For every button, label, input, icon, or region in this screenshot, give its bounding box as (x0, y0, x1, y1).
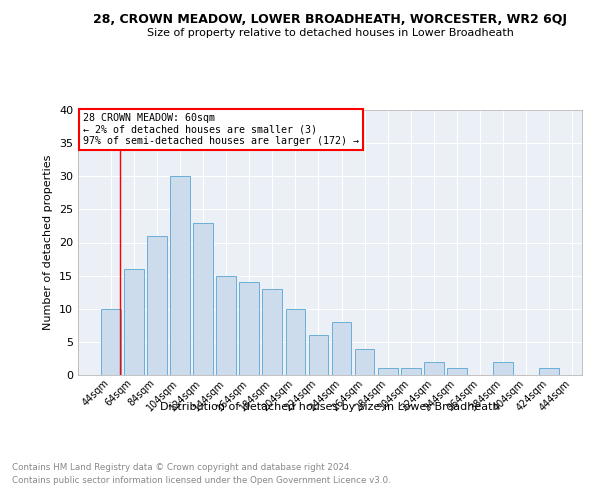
Bar (147, 236, 167, 375)
Bar (101, 308, 121, 375)
Bar (308, 335, 328, 375)
Text: Contains HM Land Registry data © Crown copyright and database right 2024.: Contains HM Land Registry data © Crown c… (12, 464, 352, 472)
Bar (378, 368, 398, 375)
Bar (447, 368, 467, 375)
Y-axis label: Number of detached properties: Number of detached properties (43, 155, 53, 330)
Bar (286, 308, 305, 375)
Bar (239, 282, 259, 375)
Text: Contains public sector information licensed under the Open Government Licence v3: Contains public sector information licen… (12, 476, 391, 485)
Bar (355, 348, 374, 375)
Bar (493, 362, 513, 375)
Bar (424, 362, 443, 375)
Bar (217, 276, 236, 375)
Bar (401, 368, 421, 375)
Text: Distribution of detached houses by size in Lower Broadheath: Distribution of detached houses by size … (160, 402, 500, 412)
Text: Size of property relative to detached houses in Lower Broadheath: Size of property relative to detached ho… (146, 28, 514, 38)
Bar (262, 289, 282, 375)
Bar (124, 269, 143, 375)
Text: 28, CROWN MEADOW, LOWER BROADHEATH, WORCESTER, WR2 6QJ: 28, CROWN MEADOW, LOWER BROADHEATH, WORC… (93, 12, 567, 26)
Bar (332, 322, 352, 375)
Bar (539, 368, 559, 375)
Text: 28 CROWN MEADOW: 60sqm
← 2% of detached houses are smaller (3)
97% of semi-detac: 28 CROWN MEADOW: 60sqm ← 2% of detached … (83, 112, 359, 146)
Bar (170, 176, 190, 375)
Bar (193, 222, 213, 375)
